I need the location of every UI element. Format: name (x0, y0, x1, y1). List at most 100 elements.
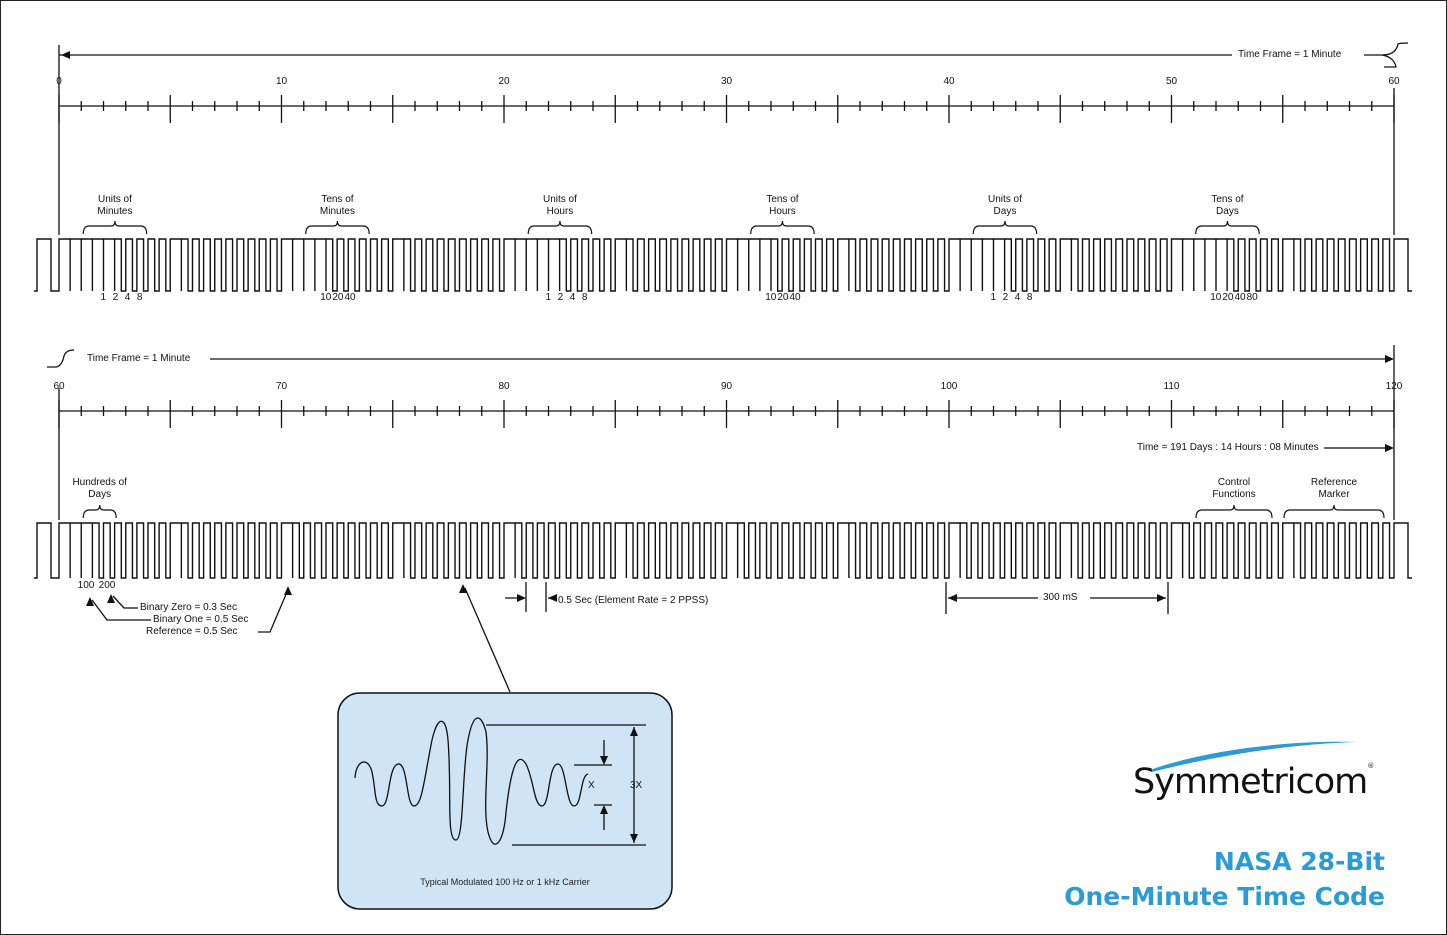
row1-weight-label: 8 (581, 292, 588, 303)
time-label: Time = 191 Days : 14 Hours : 08 Minutes (1137, 442, 1319, 453)
row2-scale-label: 110 (1163, 381, 1180, 392)
row1-group-label: Days (993, 206, 1017, 217)
row1-group-label: Hours (769, 206, 796, 217)
row1-weight-label: 4 (569, 292, 576, 303)
row1-weight-label: 1 (100, 292, 107, 303)
row1-weight-label: 4 (1014, 292, 1021, 303)
x-label: X (588, 780, 595, 791)
inset-box (337, 692, 673, 910)
row1-scale-label: 10 (275, 76, 288, 87)
row2-group-label: Marker (1318, 489, 1350, 500)
binary-zero-arrow (107, 594, 115, 603)
row1-frame-curl (1381, 42, 1409, 68)
row1-weight-label: 10 (1210, 292, 1222, 303)
binary-one-arrow (86, 597, 94, 606)
row1-group-label: Units of (542, 194, 577, 205)
row2-group-label: Functions (1212, 489, 1256, 500)
row1-scale-label: 40 (943, 76, 955, 87)
row1-group-label: Hours (546, 206, 574, 217)
row2-graphics (34, 345, 1412, 693)
brand-mark: ® (1367, 762, 1374, 770)
title-line1: NASA 28-Bit (1213, 847, 1385, 876)
row2-scale-label: 90 (720, 381, 733, 392)
row1-weight-label: 4 (124, 292, 131, 303)
row1-weight-label: 8 (136, 292, 143, 303)
row1-weight-label: 20 (1222, 292, 1234, 303)
row2-scale-label: 80 (498, 381, 510, 392)
dur-arrow-left (948, 594, 957, 602)
row1-scale-label: 30 (720, 76, 733, 87)
row1-group-label: Minutes (319, 206, 355, 217)
row2-pulse-train (34, 522, 1412, 579)
reference-leader (258, 591, 288, 633)
row1-scale-label: 0 (56, 76, 62, 87)
row1-group-brace (750, 220, 815, 235)
row1-weight-label: 2 (112, 292, 119, 303)
row1-group-label: Days (1216, 206, 1239, 217)
binary-zero-label: Binary Zero = 0.3 Sec (140, 602, 237, 613)
row1-graphics (34, 42, 1412, 292)
row1-scale-label: 60 (1388, 76, 1400, 87)
three-x-arrow-bottom (630, 834, 638, 843)
row1-pulse-train (34, 238, 1412, 292)
row2-frame-curl (47, 349, 75, 368)
row1-weight-label: 40 (789, 292, 801, 303)
x-dim-arrow-bottom (600, 805, 608, 814)
row1-group-label: Tens of (766, 194, 799, 205)
brand-swoosh (1150, 741, 1356, 772)
row1-group-label: Minutes (97, 206, 133, 217)
row1-frame-label: Time Frame = 1 Minute (1238, 49, 1342, 60)
row1-weight-label: 1 (990, 292, 997, 303)
row2-scale-label: 120 (1385, 381, 1403, 392)
row1-group-label: Tens of (321, 194, 354, 205)
row1-group-brace (527, 220, 593, 235)
row2-group-brace (82, 504, 117, 519)
row1-scale-label: 50 (1165, 76, 1178, 87)
row2-group-label: Days (88, 489, 112, 500)
inset-caption: Typical Modulated 100 Hz or 1 kHz Carrie… (420, 877, 590, 887)
row1-group-brace (972, 220, 1038, 235)
row1-weight-label: 10 (765, 292, 777, 303)
row2-group-label: Control (1217, 477, 1251, 488)
row2-scale-label: 60 (53, 381, 65, 392)
brand-swoosh (1150, 741, 1356, 772)
row2-group-brace (1283, 504, 1385, 519)
row1-weight-label: 20 (777, 292, 789, 303)
row1-weight-label: 20 (332, 292, 344, 303)
row1-weight-label: 2 (557, 292, 564, 303)
row1-group-label: Tens of (1211, 194, 1244, 205)
binary-one-leader (91, 599, 151, 621)
x-dim-arrow-top (600, 756, 608, 765)
row2-frame-label: Time Frame = 1 Minute (87, 353, 191, 364)
carrier-inset (337, 692, 673, 910)
row1-group-brace (1195, 220, 1260, 235)
row1-scale-label: 20 (498, 76, 510, 87)
reference-label: Reference = 0.5 Sec (146, 626, 238, 637)
dur-arrow-right (1157, 594, 1166, 602)
row1-group-label: Units of (97, 194, 132, 205)
brand-logo: Symmetricom® (1133, 762, 1374, 802)
row1-group-brace (305, 220, 370, 235)
row2-group-brace (1195, 504, 1273, 519)
row2-weight-label: 100 (77, 580, 95, 591)
row1-weight-label: 10 (320, 292, 332, 303)
row1-weight-label: 2 (1002, 292, 1009, 303)
row1-weight-label: 80 (1246, 292, 1258, 303)
binary-one-label: Binary One = 0.5 Sec (153, 614, 249, 625)
rate-left-arrow (517, 594, 526, 602)
row1-frame-arrow (61, 51, 70, 59)
row2-scale-label: 100 (940, 381, 958, 392)
row2-scale-label: 70 (275, 381, 288, 392)
three-x-label: 3X (630, 780, 643, 791)
row1-weight-label: 8 (1026, 292, 1033, 303)
duration-label: 300 mS (1043, 592, 1078, 603)
row1-weight-label: 40 (344, 292, 356, 303)
rate-right-arrow (548, 594, 557, 602)
inset-pointer-arrow (459, 584, 467, 593)
row1-weight-label: 1 (545, 292, 552, 303)
title-line2: One-Minute Time Code (1064, 882, 1385, 911)
element-rate-label: 0.5 Sec (Element Rate = 2 PPSS) (558, 595, 709, 606)
row2-group-label: Hundreds of (72, 477, 127, 488)
